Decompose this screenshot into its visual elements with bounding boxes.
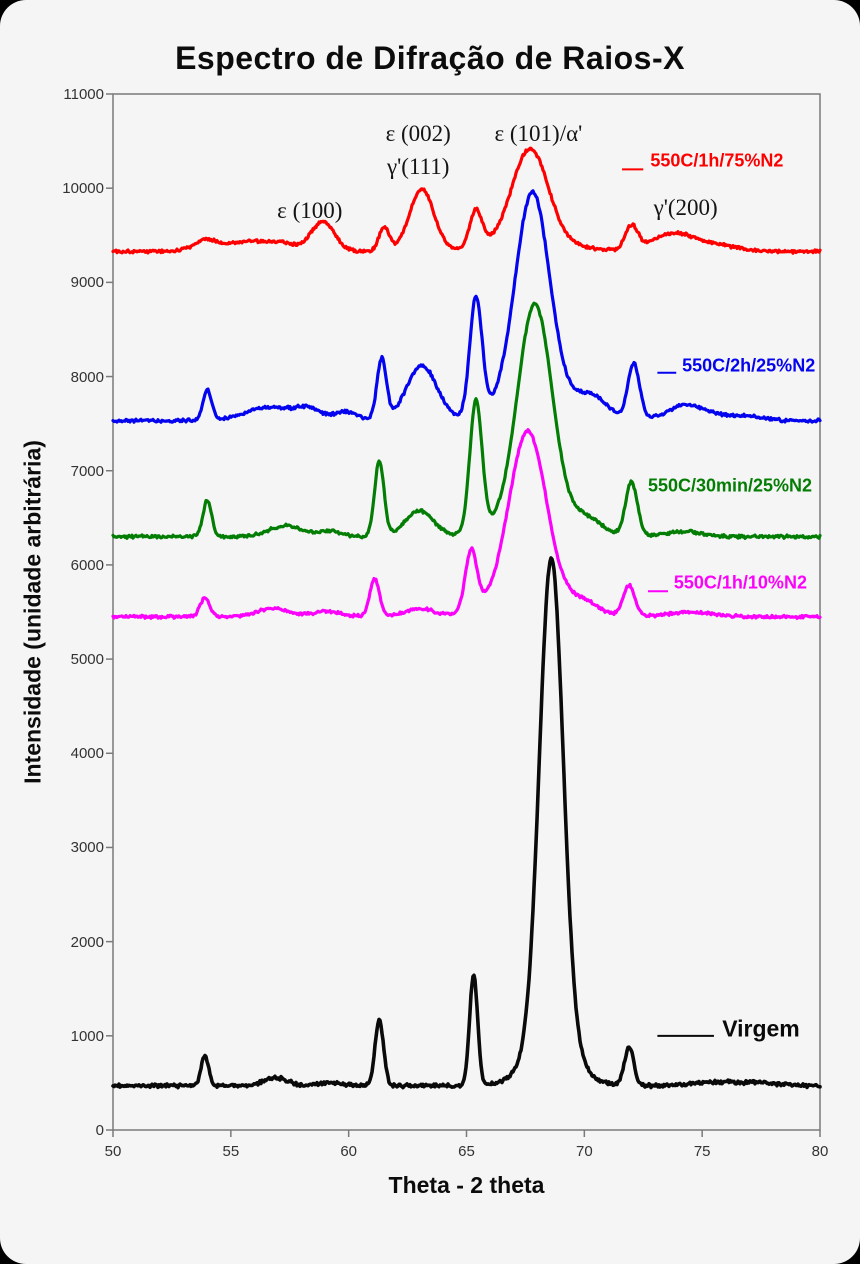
- y-tick-label: 4000: [70, 745, 104, 763]
- peak-annotation: γ'(200): [653, 194, 718, 220]
- y-tick-label: 3000: [70, 839, 104, 857]
- xrd-curve-virgem: [111, 556, 822, 1090]
- xrd-curve-550c-30min-25-n2: [111, 301, 822, 541]
- peak-annotation: γ'(111): [386, 153, 450, 179]
- y-tick-label: 10000: [62, 180, 104, 198]
- peak-annotation: ε (002): [385, 120, 451, 146]
- xrd-curve-550c-1h-75-n2: [111, 146, 822, 255]
- x-tick-label: 75: [693, 1143, 711, 1160]
- legend-label-550c-1h-10-n2: 550C/1h/10%N2: [673, 572, 807, 593]
- peak-annotation: ε (101)/α': [494, 120, 583, 146]
- y-tick-label: 8000: [70, 368, 104, 386]
- xrd-curve-550c-2h-25-n2: [111, 189, 822, 424]
- x-axis-title: Theta - 2 theta: [388, 1172, 545, 1198]
- legend-label-550c-2h-25-n2: 550C/2h/25%N2: [682, 355, 816, 376]
- y-tick-label: 6000: [70, 556, 104, 574]
- rounded-corner-mask: [0, 1238, 26, 1264]
- y-tick-label: 0: [95, 1122, 104, 1139]
- y-tick-label: 11000: [63, 86, 104, 103]
- legend-label-550c-1h-75-n2: 550C/1h/75%N2: [650, 150, 784, 171]
- legend-label-550c-30min-25-n2: 550C/30min/25%N2: [647, 475, 813, 496]
- x-tick-label: 50: [104, 1143, 122, 1160]
- peak-annotation: ε (100): [277, 197, 343, 223]
- y-tick-label: 1000: [70, 1027, 104, 1045]
- x-tick-label: 60: [340, 1143, 357, 1160]
- y-tick-label: 2000: [70, 933, 104, 951]
- chart-title: Espectro de Difração de Raios-X: [175, 40, 685, 76]
- x-tick-label: 55: [222, 1143, 240, 1160]
- rounded-corner-mask: [0, 0, 26, 26]
- x-tick-label: 80: [811, 1143, 829, 1160]
- rounded-corner-mask: [834, 0, 860, 26]
- legend-label-virgem: Virgem: [722, 1015, 800, 1042]
- y-tick-label: 7000: [70, 462, 104, 480]
- x-tick-label: 65: [458, 1143, 475, 1160]
- xrd-curve-550c-1h-10-n2: [111, 428, 822, 621]
- rounded-corner-mask: [834, 1238, 860, 1264]
- y-tick-label: 9000: [70, 274, 104, 292]
- y-tick-label: 5000: [70, 651, 104, 669]
- x-tick-label: 70: [575, 1143, 593, 1160]
